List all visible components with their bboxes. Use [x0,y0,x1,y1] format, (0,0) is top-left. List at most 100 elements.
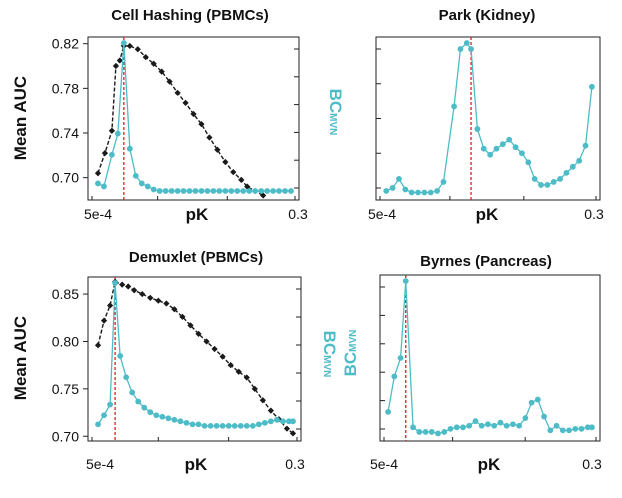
bcmvn-point [531,176,538,182]
bcmvn-point [162,188,169,194]
bcmvn-point [243,422,250,429]
mean-auc-point [283,425,291,432]
series-group [383,40,595,196]
bcmvn-point [503,422,510,429]
mean-auc-point [134,46,141,53]
mean-auc-point [182,99,189,106]
bcmvn-point [499,141,506,148]
bcmvn-point [270,188,276,194]
panel-title: Demuxlet (PBMCs) [129,249,263,266]
bcmvn-point [410,424,416,431]
mean-auc-point [206,134,213,141]
bcmvn-point [550,179,557,185]
plot-frame [379,274,601,442]
mean-auc-point [150,60,157,67]
bcmvn-point [547,427,554,434]
bcmvn-point [129,389,136,396]
bcmvn-point [525,159,532,166]
bcmvn-axis-label: BCMVN [341,330,360,377]
x-axis-label: pK [478,455,501,474]
bcmvn-line [97,42,292,192]
mean-auc-point [238,176,245,184]
bcmvn-point [177,418,184,425]
y-tick-label: 0.70 [52,170,79,186]
x-tick-label-max: 0.3 [584,206,604,222]
bcmvn-point [544,182,551,188]
bcmvn-point [195,421,202,428]
bcmvn-point [440,179,447,185]
bcmvn-point [174,188,181,194]
bcmvn-point [451,103,457,110]
mean-auc-point [116,57,123,64]
bcmvn-axis-label: BCMVN [320,331,339,378]
bcmvn-point [391,373,398,380]
bcmvn-point [204,188,211,194]
bcmvn-point [183,419,190,426]
bcmvn-point [385,409,391,415]
bcmvn-point [447,425,454,432]
bcmvn-point [572,425,579,432]
bcmvn-point [402,186,409,193]
bcmvn-point [474,126,481,132]
bcmvn-point [246,188,253,194]
bcmvn-point [553,422,560,429]
bcmvn-point [112,280,119,286]
bcmvn-point [290,418,296,425]
bcmvn-point [95,421,101,428]
bcmvn-label-main: BC [326,89,345,114]
mean-auc-point [125,283,132,290]
bcmvn-point [509,421,516,428]
y-tick-label: 0.74 [52,125,79,141]
bcmvn-point [264,188,271,194]
bcmvn-point [383,188,390,194]
bcmvn-point [213,422,220,429]
bcmvn-point [422,429,429,435]
panel-demuxlet: Demuxlet (PBMCs) 0.70 0.75 0.80 0.85 5e-4 0… [11,249,339,474]
y-tick-label: 0.85 [52,286,79,302]
bcmvn-point [198,188,205,194]
bcmvn-point [225,422,232,429]
bcmvn-point [132,172,139,179]
x-tick-label-max: 0.3 [285,456,305,472]
panel-title: Byrnes (Pancreas) [420,253,552,270]
bcmvn-point [460,424,466,431]
bcmvn-point [396,176,402,182]
bcmvn-line [97,282,293,427]
bcmvn-point [472,418,479,425]
bcmvn-point [569,163,576,170]
bcmvn-point [559,427,566,434]
bcmvn-point [402,278,409,284]
mean-auc-point [166,78,173,85]
bcmvn-point [589,424,595,431]
bcmvn-point [563,169,570,176]
mean-auc-point [108,127,116,134]
x-tick-marks [379,196,597,200]
bcmvn-point [566,427,572,434]
bcmvn-point [453,424,460,431]
bcmvn-label-sub: MVN [321,355,332,377]
bcmvn-point [171,416,178,423]
bcmvn-point [457,46,464,52]
mean-auc-point [126,42,133,50]
bcmvn-point [147,409,154,416]
bcmvn-point [237,422,244,429]
bcmvn-point [435,430,441,437]
bcmvn-point [120,40,127,46]
bcmvn-point [165,415,172,422]
bcmvn-point [101,412,107,419]
mean-auc-point [147,294,154,301]
x-tick-marks [91,437,298,441]
bcmvn-point [109,151,115,158]
bcmvn-point [588,83,595,90]
bcmvn-point [282,188,288,194]
bcmvn-point [95,180,101,187]
bcmvn-point [557,176,563,182]
bcmvn-point [512,144,519,151]
bcmvn-point [186,188,193,194]
x-tick-label-min: 5e-4 [370,456,398,472]
bcmvn-point [463,40,470,46]
bcmvn-point [415,189,421,196]
bcmvn-point [210,188,217,194]
bcmvn-point [480,145,487,152]
